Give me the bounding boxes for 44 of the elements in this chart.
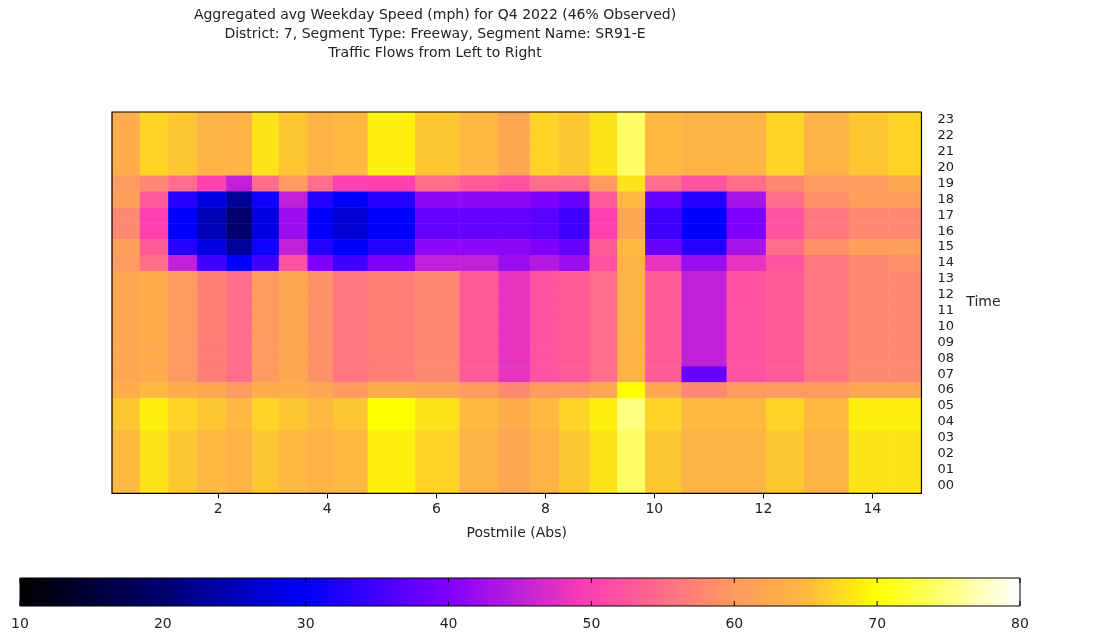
- y-axis-title: Time: [965, 293, 1001, 310]
- y-tick-label: 14: [937, 254, 954, 270]
- color-bar-label: 60: [725, 614, 744, 631]
- y-tick-label: 21: [937, 143, 954, 159]
- y-tick-label: 11: [937, 302, 954, 318]
- x-tick-label: 8: [540, 500, 550, 517]
- y-tick-label: 13: [937, 270, 954, 286]
- x-tick-label: 2: [213, 500, 223, 517]
- color-bar-label: 30: [296, 614, 315, 631]
- color-bar-label: 70: [868, 614, 887, 631]
- y-tick-label: 04: [937, 413, 954, 429]
- y-tick-label: 16: [937, 222, 954, 238]
- color-bar-label: 40: [439, 614, 458, 631]
- x-tick-label: 10: [645, 500, 664, 517]
- x-tick-label: 14: [863, 500, 882, 517]
- y-tick-label: 23: [937, 111, 954, 127]
- chart-subtitle: District: 7, Segment Type: Freeway, Segment Name: SR91-E: [224, 24, 646, 41]
- color-bar-label: 80: [1011, 614, 1029, 631]
- y-tick-label: 05: [937, 397, 954, 413]
- y-tick-label: 00: [937, 476, 954, 492]
- y-tick-label: 02: [937, 445, 954, 461]
- x-tick-label: 6: [431, 500, 441, 517]
- y-tick-label: 12: [937, 286, 954, 302]
- y-tick-label: 09: [937, 333, 954, 349]
- chart-title: Aggregated avg Weekday Speed (mph) for Q4 2022 (46% Observed): [193, 5, 677, 22]
- color-bar-label: 10: [11, 614, 29, 631]
- y-tick-label: 08: [937, 349, 954, 365]
- y-tick-label: 20: [937, 159, 954, 174]
- y-tick-label: 03: [937, 429, 954, 445]
- color-bar-label: 20: [153, 614, 172, 631]
- y-tick-label: 06: [937, 381, 954, 397]
- y-tick-label: 18: [937, 190, 954, 206]
- x-tick-label: 4: [322, 500, 332, 517]
- y-tick-label: 01: [937, 460, 954, 476]
- y-tick-label: 10: [937, 317, 954, 333]
- y-tick-label: 15: [937, 238, 954, 254]
- y-tick-label: 07: [937, 365, 954, 381]
- y-tick-label: 17: [937, 206, 954, 222]
- text: Traffic Flows from Left to Right: [327, 43, 543, 60]
- color-bar-label: 50: [582, 614, 601, 631]
- x-axis-title: Postmile (Abs): [466, 524, 567, 541]
- x-tick-label: 12: [754, 500, 773, 517]
- y-tick-label: 19: [937, 174, 954, 190]
- y-tick-label: 22: [937, 127, 954, 143]
